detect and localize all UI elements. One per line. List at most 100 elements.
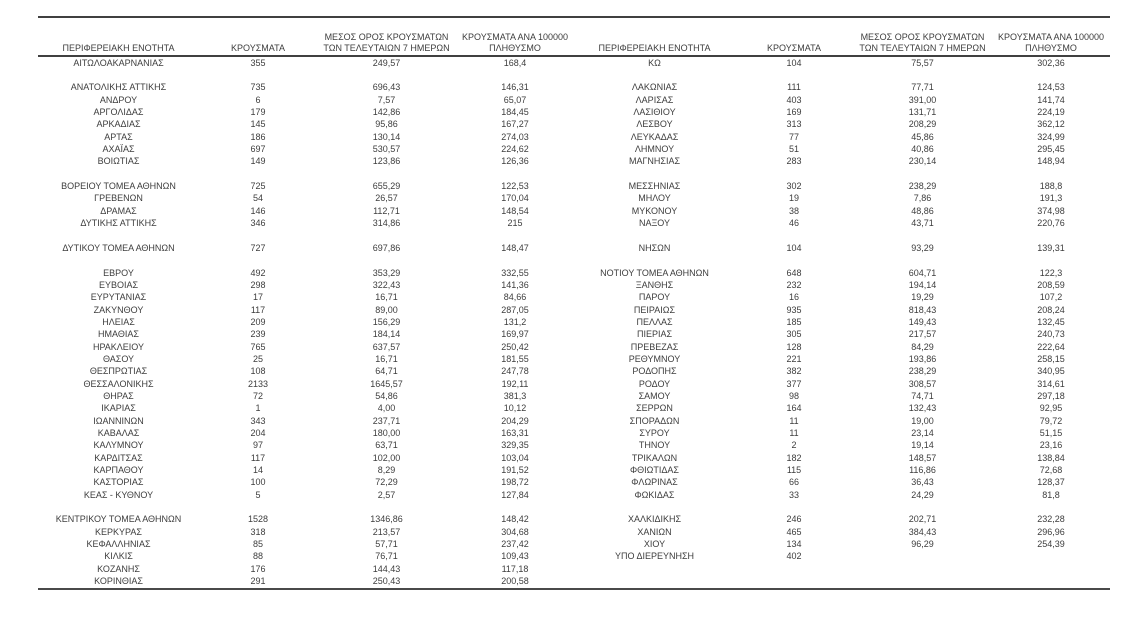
region-cell-left: ΚΑΡΔΙΤΣΑΣ [94, 452, 143, 463]
per100k-cell-right: 302,36 [1037, 57, 1065, 68]
table-row: ΙΚΑΡΙΑΣ 1 4,00 10,12 ΣΕΡΡΩΝ 164 132,43 92,95 [38, 403, 1110, 415]
per100k-cell-right: 81,8 [1042, 489, 1060, 500]
region-cell-right [574, 255, 735, 267]
region-cell-left: ΚΑΛΥΜΝΟΥ [93, 440, 144, 451]
cases-cell-right: 377 [786, 378, 802, 389]
per100k-cell-left: 250,42 [501, 341, 529, 352]
region-cell-right [574, 575, 735, 588]
per100k-cell-right: 258,15 [1037, 353, 1065, 364]
per100k-cell-right: 222,64 [1037, 341, 1065, 352]
cases-cell-left: 72 [252, 390, 263, 401]
avg7-cell-right: 194,14 [908, 279, 937, 290]
cases-cell-right: 402 [786, 551, 802, 562]
avg7-cell-left: 1346,86 [370, 514, 403, 525]
per100k-cell-right [992, 69, 1110, 81]
cases-cell-left: 343 [250, 415, 266, 426]
cases-cell-right: 66 [788, 477, 799, 488]
avg7-cell-left: 8,29 [377, 465, 396, 476]
table-row: ΚΑΡΔΙΤΣΑΣ 117 102,00 103,04 ΤΡΙΚΑΛΩΝ 182 148,5… [38, 452, 1110, 464]
avg7-cell-left: 72,29 [375, 477, 398, 488]
cases-cell-left [199, 168, 317, 180]
region-cell-left: ΑΧΑΪΑΣ [102, 144, 135, 155]
table-row: ΘΑΣΟΥ 25 16,71 181,55 ΡΕΘΥΜΝΟΥ 221 193,86 258,1… [38, 353, 1110, 365]
cases-cell-right: 302 [786, 181, 802, 192]
avg7-cell-right: 193,86 [908, 353, 937, 364]
per100k-cell-left: 170,04 [501, 193, 529, 204]
cases-cell-right: 221 [786, 353, 802, 364]
spacer-row [38, 168, 1110, 180]
table-row: ΚΑΒΑΛΑΣ 204 180,00 163,31 ΣΥΡΟΥ 11 23,14 51,15 [38, 427, 1110, 439]
cases-cell-right: 232 [786, 279, 802, 290]
avg7-cell-left: 250,43 [372, 576, 401, 587]
cases-cell-left: 146 [250, 205, 266, 216]
avg7-cell-right: 43,71 [911, 218, 934, 229]
cases-cell-left: 735 [250, 82, 266, 93]
region-cell-right: ΥΠΟ ΔΙΕΡΕΥΝΗΣΗ [614, 551, 695, 562]
region-cell-left: ΚΕΦΑΛΛΗΝΙΑΣ [86, 539, 151, 550]
cases-cell-left [199, 69, 317, 81]
avg7-cell-left: 26,57 [375, 193, 398, 204]
cases-cell-left: 492 [250, 267, 266, 278]
avg7-cell-left: 64,71 [375, 366, 398, 377]
table-row: ΑΧΑΪΑΣ 697 530,57 224,62 ΛΗΜΝΟΥ 51 40,86 295,45 [38, 143, 1110, 155]
regional-cases-table: ΠΕΡΙΦΕΡΕΙΑΚΗ ΕΝΟΤΗΤΑ ΚΡΟΥΣΜΑΤΑ ΜΕΣΟΣ ΟΡΟ… [38, 16, 1110, 590]
per100k-cell-left: 126,36 [501, 156, 529, 167]
column-header-region-left: ΠΕΡΙΦΕΡΕΙΑΚΗ ΕΝΟΤΗΤΑ [38, 17, 199, 57]
table-row: ΚΕΝΤΡΙΚΟΥ ΤΟΜΕΑ ΑΘΗΝΩΝ 1528 1346,86 148,42 Χ… [38, 514, 1110, 526]
per100k-cell-right: 295,45 [1037, 144, 1065, 155]
avg7-cell-right [853, 551, 992, 563]
cases-cell-right [735, 255, 853, 267]
table-row: ΔΥΤΙΚΟΥ ΤΟΜΕΑ ΑΘΗΝΩΝ 727 697,86 148,47 ΝΗΣΩΝ… [38, 242, 1110, 254]
avg7-cell-right: 116,86 [909, 465, 936, 476]
per100k-cell-left: 192,11 [501, 378, 529, 389]
region-cell-left [38, 255, 199, 267]
column-header-avg7-right: ΜΕΣΟΣ ΟΡΟΣ ΚΡΟΥΣΜΑΤΩΝ ΤΩΝ ΤΕΛΕΥΤΑΙΩΝ 7 Η… [853, 17, 992, 57]
region-cell-right: ΤΗΝΟΥ [638, 440, 671, 451]
avg7-cell-right: 75,57 [911, 57, 934, 68]
cases-cell-left: 186 [250, 131, 266, 142]
per100k-cell-left: 148,47 [501, 242, 529, 253]
table-row: ΚΟΡΙΝΘΙΑΣ 291 250,43 200,58 [38, 575, 1110, 588]
per100k-cell-left: 148,54 [501, 205, 529, 216]
avg7-cell-right [853, 563, 992, 575]
avg7-cell-left: 249,57 [372, 57, 401, 68]
per100k-cell-right: 128,37 [1037, 477, 1065, 488]
cases-cell-right: 134 [786, 539, 802, 550]
cases-cell-left: 149 [250, 156, 266, 167]
cases-cell-left: 88 [252, 551, 263, 562]
avg7-cell-right: 24,29 [911, 489, 934, 500]
cases-cell-right: 2 [791, 440, 797, 451]
avg7-cell-left: 637,57 [372, 341, 401, 352]
table-row: ΓΡΕΒΕΝΩΝ 54 26,57 170,04 ΜΗΛΟΥ 19 7,86 191,3 [38, 193, 1110, 205]
cases-cell-left: 117 [250, 304, 266, 315]
per100k-cell-right: 314,61 [1037, 378, 1065, 389]
table-row: ΚΕΡΚΥΡΑΣ 318 213,57 304,68 ΧΑΝΙΩΝ 465 384,43 29… [38, 526, 1110, 538]
avg7-cell-right: 19,00 [911, 415, 934, 426]
region-cell-right: ΛΗΜΝΟΥ [634, 144, 675, 155]
per100k-cell-right: 107,2 [1039, 292, 1063, 303]
per100k-cell-right [992, 255, 1110, 267]
avg7-cell-right: 84,29 [911, 341, 934, 352]
cases-cell-left: 85 [252, 539, 263, 550]
cases-cell-right: 128 [786, 341, 802, 352]
cases-cell-right [735, 563, 853, 575]
avg7-cell-right: 238,29 [908, 181, 937, 192]
avg7-cell-right: 604,71 [908, 267, 937, 278]
table-row: ΘΗΡΑΣ 72 54,86 381,3 ΣΑΜΟΥ 98 74,71 297,18 [38, 390, 1110, 402]
per100k-cell-right: 132,45 [1037, 316, 1065, 327]
table-row: ΑΡΓΟΛΙΔΑΣ 179 142,86 184,45 ΛΑΣΙΘΙΟΥ 169 131,7… [38, 106, 1110, 118]
region-cell-left: ΚΕΑΣ - ΚΥΘΝΟΥ [83, 489, 154, 500]
cases-cell-left: 697 [250, 144, 266, 155]
region-cell-right: ΣΕΡΡΩΝ [636, 403, 673, 414]
region-cell-left: ΚΕΝΤΡΙΚΟΥ ΤΟΜΕΑ ΑΘΗΝΩΝ [55, 514, 182, 525]
per100k-cell-left [456, 255, 574, 267]
region-cell-left: ΑΝΔΡΟΥ [99, 94, 138, 105]
per100k-cell-right [992, 551, 1110, 563]
per100k-cell-left: 65,07 [503, 94, 527, 105]
per100k-cell-left: 215 [507, 218, 523, 229]
avg7-cell-left: 322,43 [372, 279, 401, 290]
table-row: ΚΑΣΤΟΡΙΑΣ 100 72,29 198,72 ΦΛΩΡΙΝΑΣ 66 36,43 12… [38, 477, 1110, 489]
avg7-cell-left: 130,14 [372, 131, 401, 142]
per100k-cell-right: 208,59 [1037, 279, 1065, 290]
region-cell-right: ΠΕΛΛΑΣ [636, 316, 673, 327]
